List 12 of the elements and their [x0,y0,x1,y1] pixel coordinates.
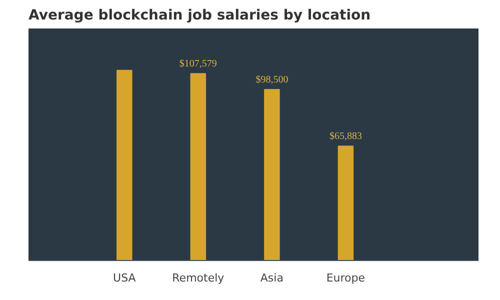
x-tick-label: Remotely [172,272,225,284]
bar [264,88,280,260]
data-label: $107,579 [179,58,217,70]
x-tick-label: Asia [260,272,284,284]
bar [116,70,132,260]
x-tick-label: USA [113,272,136,284]
data-label: $98,500 [256,74,288,86]
bar [190,73,206,260]
bar [338,146,354,260]
data-label: $65,883 [329,131,362,142]
x-tick-label: Europe [326,272,366,284]
chart-title: Average blockchain job salaries by location [28,8,371,24]
